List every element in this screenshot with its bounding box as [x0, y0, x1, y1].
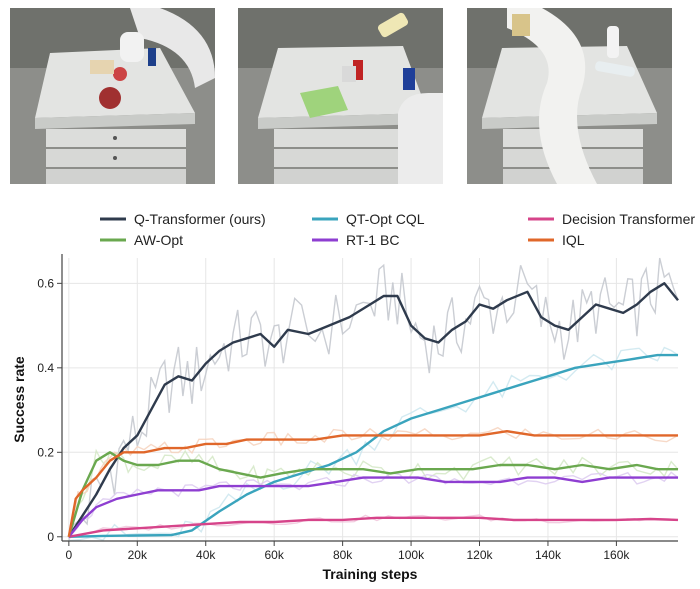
raw-line-q-transformer-ours-	[68, 257, 679, 542]
y-axis-label: Success rate	[11, 356, 27, 443]
legend: Q-Transformer (ours) QT-Opt CQL Decision T…	[100, 211, 695, 248]
raw-line-iql	[68, 426, 679, 535]
y-tick-label: 0	[47, 530, 54, 544]
legend-label-decision-transformer: Decision Transformer	[562, 211, 695, 227]
success-rate-chart: 0 20k 40k 60k 80k 100k 120k 140k 160k00.20.40.6 …	[11, 211, 695, 582]
y-tick-label: 0.4	[37, 361, 54, 375]
x-tick-label: 80k	[333, 548, 353, 562]
y-tick-label: 0.2	[37, 445, 54, 459]
x-tick-label: 140k	[535, 548, 562, 562]
series-line-aw-opt	[67, 451, 678, 538]
legend-label-rt-1-bc: RT-1 BC	[346, 232, 399, 248]
x-tick-label: 20k	[128, 548, 148, 562]
series-line-iql	[67, 429, 678, 538]
x-axis-label: Training steps	[323, 566, 418, 582]
x-tick-label: 40k	[196, 548, 216, 562]
x-tick-label: 60k	[264, 548, 284, 562]
x-tick-label: 120k	[466, 548, 493, 562]
y-tick-label: 0.6	[37, 276, 54, 290]
raw-series-lines	[68, 257, 679, 542]
raw-line-qt-opt-cql	[68, 346, 679, 542]
series-line-q-transformer-ours-	[67, 282, 679, 538]
legend-label-q-transformer-ours-: Q-Transformer (ours)	[134, 211, 266, 227]
legend-label-iql: IQL	[562, 232, 585, 248]
scene-photo-2	[238, 8, 443, 184]
legend-label-aw-opt: AW-Opt	[134, 232, 183, 248]
series-line-decision-transformer	[68, 516, 679, 538]
x-tick-label: 160k	[603, 548, 630, 562]
axes: 0 20k 40k 60k 80k 100k 120k 140k 160k 0 0.2 0.4 0.6	[37, 254, 678, 562]
x-tick-label: 0	[66, 548, 73, 562]
scene-photo-1	[10, 8, 215, 184]
scene-photo-3	[467, 8, 672, 184]
series-line-rt-1-bc	[67, 476, 678, 538]
x-tick-label: 100k	[398, 548, 425, 562]
series-line-qt-opt-cql	[68, 353, 678, 538]
smoothed-series-lines	[67, 282, 679, 538]
legend-label-qt-opt-cql: QT-Opt CQL	[346, 211, 425, 227]
